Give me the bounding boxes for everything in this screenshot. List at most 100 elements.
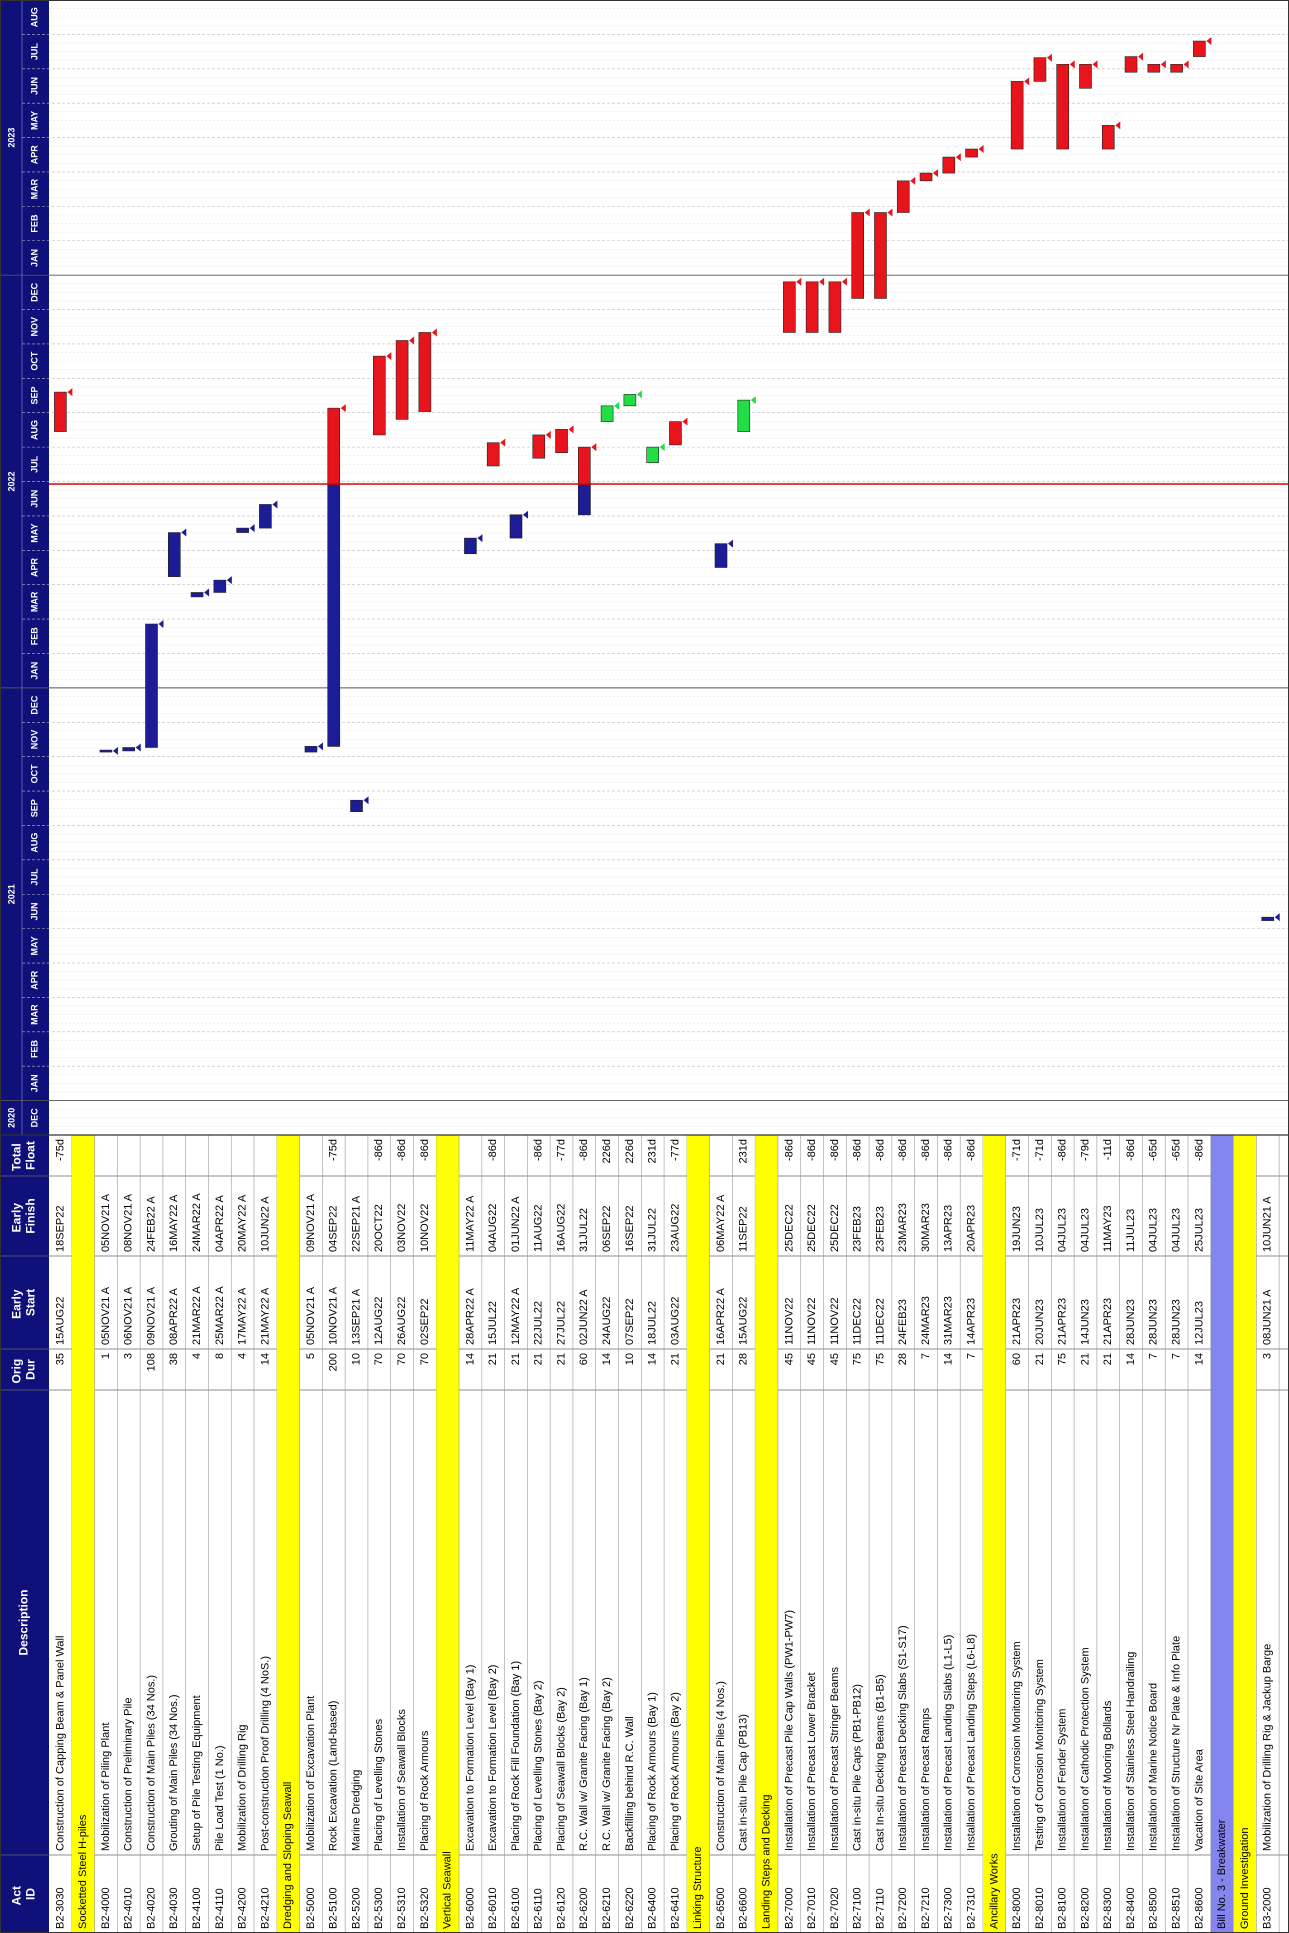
cell-description: Post-construction Proof Drilling (4 NoS.… xyxy=(259,1656,271,1851)
cell-early-finish: 11AUG22 xyxy=(533,1205,545,1253)
actual-bar xyxy=(578,483,591,516)
column-header: Act ID xyxy=(10,1883,38,1906)
cell-orig-dur: 14 xyxy=(647,1353,659,1365)
cell-early-finish: 20MAY22 A xyxy=(237,1194,249,1252)
cell-orig-dur: 70 xyxy=(419,1353,431,1365)
cell-early-finish: 23FEB23 xyxy=(874,1206,886,1252)
cell-total-float: -86d xyxy=(897,1139,909,1161)
activity-bar xyxy=(486,442,500,467)
cell-description: Testing of Corrosion Monitoring System xyxy=(1034,1659,1046,1851)
cell-early-finish: 18SEP22 xyxy=(54,1206,66,1252)
finish-marker xyxy=(340,404,346,413)
cell-early-finish: 06SEP22 xyxy=(601,1206,613,1252)
cell-early-start: 14APR23 xyxy=(965,1298,977,1345)
cell-early-finish: 16AUG22 xyxy=(555,1204,567,1252)
cell-total-float: -86d xyxy=(829,1139,841,1161)
cell-total-float: -75d xyxy=(328,1139,340,1161)
column-header: Early Start xyxy=(10,1286,38,1319)
cell-id: B2-6010 xyxy=(487,1887,499,1929)
cell-id: B2-4200 xyxy=(237,1887,249,1929)
cell-early-finish: 04JUL23 xyxy=(1057,1208,1069,1252)
cell-orig-dur: 60 xyxy=(1011,1353,1023,1365)
section-label: Linking Structure xyxy=(692,1846,704,1929)
section-label: Vertical Seawall xyxy=(442,1851,454,1929)
activity-bar xyxy=(714,543,728,568)
cell-orig-dur: 21 xyxy=(1102,1353,1114,1365)
finish-marker xyxy=(728,539,734,548)
cell-orig-dur: 3 xyxy=(1262,1353,1274,1359)
cell-description: Installation of Precast Decking Slabs (S… xyxy=(897,1625,909,1851)
cell-id: B2-7300 xyxy=(943,1887,955,1929)
finish-marker xyxy=(1092,60,1098,69)
finish-marker xyxy=(614,401,620,410)
cell-total-float: -86d xyxy=(1125,1139,1137,1161)
activity-bar xyxy=(805,281,819,333)
finish-marker xyxy=(1183,60,1189,69)
activity-bar xyxy=(965,148,978,158)
cell-early-finish: 23AUG22 xyxy=(669,1204,681,1252)
month-label: DEC xyxy=(29,282,39,302)
cell-early-start: 10NOV21 A xyxy=(328,1286,340,1345)
cell-early-start: 05NOV21 A xyxy=(305,1286,317,1345)
cell-description: Mobilization of Excavation Plant xyxy=(305,1696,317,1851)
cell-total-float: -86d xyxy=(852,1139,864,1161)
cell-orig-dur: 21 xyxy=(533,1353,545,1365)
cell-id: B2-7310 xyxy=(965,1887,977,1929)
cell-orig-dur: 70 xyxy=(396,1353,408,1365)
finish-marker xyxy=(386,352,392,361)
cell-early-start: 31MAR23 xyxy=(943,1296,955,1345)
month-label: MAR xyxy=(29,178,39,199)
finish-marker xyxy=(112,746,118,755)
cell-total-float: -86d xyxy=(783,1139,795,1161)
column-header: Description xyxy=(17,1589,31,1655)
activity-bar xyxy=(851,212,864,299)
month-label: APR xyxy=(29,558,39,578)
cell-total-float: -86d xyxy=(806,1139,818,1161)
cell-early-finish: 03NOV22 xyxy=(396,1204,408,1252)
finish-marker xyxy=(204,588,210,597)
cell-description: Construction of Main Piles (34 Nos.) xyxy=(145,1675,157,1851)
cell-early-finish: 09NOV21 A xyxy=(305,1193,317,1252)
finish-marker xyxy=(682,417,688,426)
cell-description: Placing of Rock Fill Foundation (Bay 1) xyxy=(510,1661,522,1851)
section-label: Ground Investigation xyxy=(1239,1827,1251,1929)
section-band xyxy=(755,1135,778,1933)
activity-bar xyxy=(373,355,386,436)
activity-bar xyxy=(304,746,318,753)
activity-bar xyxy=(259,504,272,529)
cell-early-finish: 11SEP22 xyxy=(738,1206,750,1252)
section-band xyxy=(686,1135,710,1933)
cell-early-finish: 04JUL23 xyxy=(1171,1208,1183,1252)
cell-description: Placing of Rock Armours (Bay 2) xyxy=(669,1692,681,1851)
column-header: Orig Dur xyxy=(10,1355,38,1383)
cell-early-start: 16APR22 A xyxy=(715,1287,727,1345)
cell-total-float: -86d xyxy=(874,1139,886,1161)
activity-bar xyxy=(942,156,956,174)
cell-early-finish: 16SEP22 xyxy=(624,1206,636,1252)
cell-early-finish: 19JUN23 xyxy=(1011,1206,1023,1252)
month-label: SEP xyxy=(29,799,39,817)
cell-early-start: 18JUL22 xyxy=(647,1301,659,1345)
finish-marker xyxy=(158,620,164,628)
cell-total-float: 226d xyxy=(601,1139,613,1163)
finish-marker xyxy=(887,208,893,217)
finish-marker xyxy=(568,425,574,434)
cell-id: B2-6400 xyxy=(647,1887,659,1929)
cell-orig-dur: 7 xyxy=(1171,1353,1183,1359)
cell-orig-dur: 7 xyxy=(1148,1353,1160,1359)
cell-early-finish: 22SEP21 A xyxy=(350,1195,362,1252)
cell-early-start: 24FEB23 xyxy=(897,1299,909,1345)
activity-bar xyxy=(190,592,204,598)
cell-total-float: -79d xyxy=(1079,1139,1091,1161)
cell-id: B2-4010 xyxy=(123,1887,135,1929)
cell-early-start: 02JUN22 A xyxy=(578,1289,590,1345)
activity-bar xyxy=(1079,64,1092,89)
finish-marker xyxy=(1069,60,1075,69)
cell-description: Installation of Mooring Bollards xyxy=(1102,1700,1114,1851)
cell-early-finish: 11MAY23 xyxy=(1102,1205,1114,1252)
section-band xyxy=(1210,1135,1234,1933)
cell-early-finish: 06MAY22 A xyxy=(715,1194,727,1252)
cell-id: B2-8500 xyxy=(1148,1887,1160,1929)
finish-marker xyxy=(933,169,939,178)
